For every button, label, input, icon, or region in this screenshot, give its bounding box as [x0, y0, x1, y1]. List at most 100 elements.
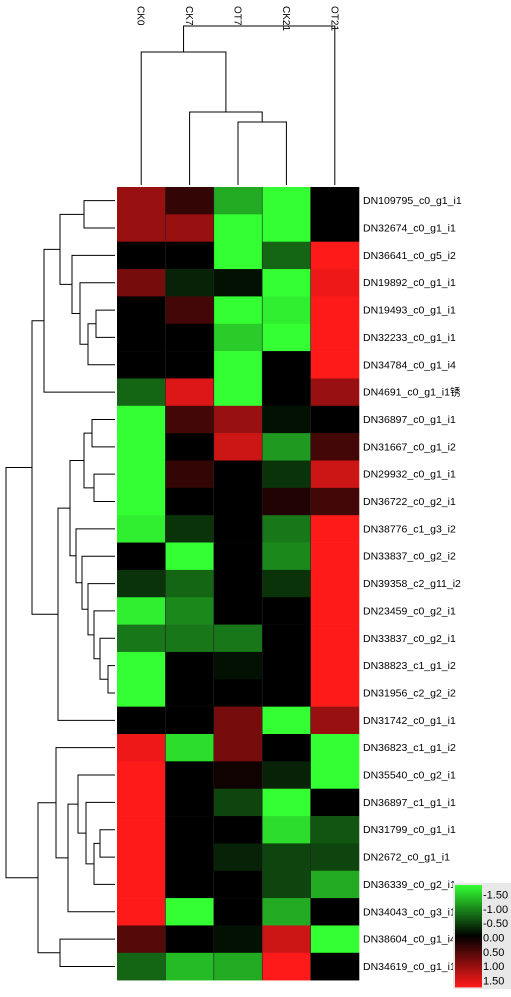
- legend-color-step: [455, 946, 482, 949]
- heatmap-cell: [165, 952, 215, 981]
- row-label: DN34784_c0_g1_i4: [363, 359, 456, 371]
- legend-color-step: [455, 953, 482, 956]
- heatmap-cell: [117, 323, 166, 352]
- row-dendrogram-link: [59, 938, 115, 967]
- legend-color-step: [455, 942, 482, 945]
- legend-color-step: [455, 966, 482, 969]
- heatmap-cell: [117, 515, 166, 543]
- row-label: DN38823_c1_g1_i2: [363, 660, 456, 672]
- heatmap-cell: [213, 269, 263, 297]
- legend-color-step: [455, 961, 482, 964]
- heatmap-cell: [165, 624, 215, 653]
- row-label: DN109795_c0_g1_i1: [363, 195, 462, 207]
- row-label: DN36897_c0_g1_i1: [363, 414, 456, 426]
- heatmap-cell: [262, 898, 311, 926]
- legend-color-step: [455, 886, 482, 889]
- heatmap-cell: [213, 761, 263, 789]
- heatmap-cell: [117, 351, 166, 379]
- heatmap-cell: [310, 269, 360, 297]
- column-dendrogram-link: [140, 51, 227, 185]
- row-dendrogram-link: [99, 829, 115, 858]
- heatmap-cell: [262, 351, 311, 379]
- heatmap-cell: [310, 378, 360, 407]
- heatmap-cell: [117, 788, 166, 817]
- heatmap-cell: [117, 925, 166, 954]
- column-label: CK7: [183, 6, 194, 26]
- heatmap-cell: [310, 843, 360, 872]
- column-label: OT21: [328, 6, 339, 31]
- legend-color-step: [455, 975, 482, 978]
- heatmap-cell: [165, 734, 215, 762]
- heatmap-cell: [310, 542, 360, 571]
- row-label: DN31742_c0_g1_i1: [363, 715, 456, 727]
- row-dendrogram-link: [71, 254, 115, 314]
- heatmap-cell: [262, 597, 311, 625]
- row-label: DN33837_c0_g2_i2: [363, 551, 456, 563]
- heatmap-cell: [165, 870, 215, 899]
- row-labels: DN109795_c0_g1_i1 DN32674_c0_g1_i1 DN36641…: [363, 195, 462, 973]
- legend-color-step: [455, 932, 482, 935]
- row-dendrogram-link: [95, 309, 115, 338]
- heatmap-cell: [310, 925, 360, 954]
- heatmap-cell: [213, 405, 263, 434]
- heatmap-cell: [262, 624, 311, 653]
- row-dendrogram-link: [5, 466, 38, 879]
- legend-tick-label: -1.00: [483, 904, 508, 916]
- heatmap-cell: [262, 761, 311, 789]
- column-dendrogram: [140, 25, 336, 185]
- heatmap-cell: [213, 378, 263, 407]
- legend-color-step: [455, 934, 482, 937]
- heatmap-cell: [117, 706, 166, 735]
- legend-color-step: [455, 937, 482, 940]
- heatmap-cell: [213, 351, 263, 379]
- legend-color-step: [455, 903, 482, 906]
- row-label: DN31956_c2_g2_i2: [363, 687, 456, 699]
- heatmap-cell: [262, 241, 311, 270]
- heatmap-cell: [310, 761, 360, 789]
- heatmap-cell: [117, 378, 166, 407]
- heatmap-cell: [213, 542, 263, 571]
- heatmap-cell: [117, 761, 166, 789]
- heatmap-cell: [310, 651, 360, 680]
- legend-color-step: [455, 958, 482, 961]
- legend-color-step: [455, 964, 482, 967]
- column-dendrogram-link: [189, 111, 263, 185]
- heatmap-cell: [165, 323, 215, 352]
- heatmap-cell: [310, 241, 360, 270]
- row-dendrogram-link: [57, 507, 115, 721]
- legend-color-step: [455, 895, 482, 898]
- heatmap-cell: [165, 187, 215, 215]
- heatmap-cell: [310, 296, 360, 325]
- heatmap-cell: [213, 241, 263, 270]
- heatmap-cell: [262, 460, 311, 489]
- heatmap-cell: [165, 761, 215, 789]
- legend-color-step: [455, 971, 482, 974]
- heatmap-cell: [262, 378, 311, 407]
- legend-color-step: [455, 925, 482, 928]
- heatmap-cell: [262, 816, 311, 844]
- heatmap-cell: [165, 816, 215, 844]
- row-label: DN36641_c0_g5_i2: [363, 250, 456, 262]
- row-dendrogram-link: [31, 320, 58, 615]
- row-label: DN35540_c0_g2_i1: [363, 770, 456, 782]
- heatmap-cell: [165, 351, 215, 379]
- legend-color-step: [455, 924, 482, 927]
- heatmap-cell: [117, 952, 166, 981]
- heatmap-cell: [117, 679, 166, 707]
- legend-color-step: [455, 947, 482, 950]
- legend-color-step: [455, 930, 482, 933]
- heatmap-cell: [213, 515, 263, 543]
- legend-color-step: [455, 951, 482, 954]
- column-label: CK0: [135, 6, 146, 26]
- legend-tick-label: -1.50: [483, 890, 508, 902]
- heatmap-cell: [310, 624, 360, 653]
- row-label: DN33837_c0_g2_i1: [363, 633, 456, 645]
- row-dendrogram-link: [37, 802, 60, 954]
- heatmap-cell: [213, 624, 263, 653]
- legend-color-step: [455, 968, 482, 971]
- heatmap-cell: [213, 296, 263, 325]
- heatmap-cell: [165, 542, 215, 571]
- heatmap-cell: [213, 214, 263, 242]
- heatmap-cell: [213, 925, 263, 954]
- heatmap-cell: [262, 515, 311, 543]
